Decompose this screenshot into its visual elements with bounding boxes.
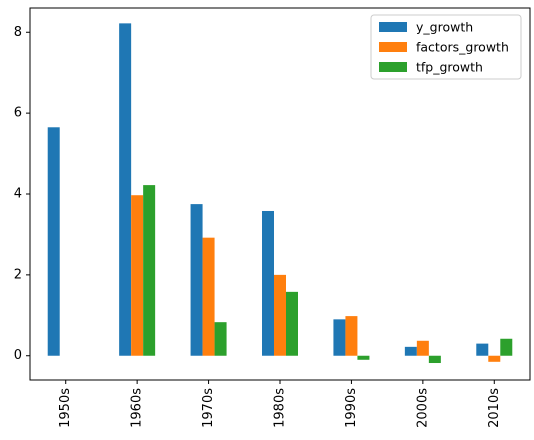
- bar-factors_growth-1960s: [131, 195, 144, 356]
- bar-tfp_growth-2000s: [428, 355, 441, 364]
- y-tick-label: 0: [14, 348, 22, 363]
- bar-factors_growth-2010s: [488, 355, 501, 362]
- legend-swatch-y_growth: [379, 22, 407, 32]
- y-tick-label: 2: [14, 267, 22, 282]
- x-tick-label: 1960s: [130, 388, 145, 428]
- y-tick-label: 8: [14, 25, 22, 40]
- bar-tfp_growth-1960s: [143, 185, 156, 356]
- y-tick-label: 6: [14, 106, 22, 121]
- x-tick-label: 2010s: [487, 388, 502, 428]
- bar-tfp_growth-1970s: [214, 322, 227, 356]
- bar-tfp_growth-1990s: [357, 355, 370, 360]
- x-tick-label: 2000s: [415, 388, 430, 428]
- legend-box: [370, 14, 522, 80]
- legend-swatch-factors_growth: [379, 42, 407, 52]
- bar-y_growth-2000s: [404, 346, 417, 356]
- bar-y_growth-1960s: [119, 23, 132, 356]
- bar-factors_growth-1970s: [202, 237, 215, 356]
- legend-label-factors_growth: factors_growth: [416, 40, 509, 55]
- bar-factors_growth-2000s: [416, 340, 429, 356]
- x-axis: 1950s 1960s 1970s 1980s 1990s 2000s 2010s: [58, 380, 502, 428]
- bar-factors_growth-1980s: [274, 274, 286, 356]
- legend-label-y_growth: y_growth: [416, 20, 473, 35]
- x-tick-label: 1950s: [58, 388, 73, 428]
- bar-y_growth-1990s: [333, 319, 346, 356]
- y-axis: 0 2 4 6 8: [14, 25, 30, 363]
- bars-layer: [47, 23, 513, 364]
- legend: y_growth factors_growth tfp_growth: [370, 14, 522, 80]
- plot-frame: [29, 7, 531, 381]
- x-tick-label: 1990s: [344, 388, 359, 428]
- bar-y_growth-1970s: [190, 204, 203, 356]
- bar-y_growth-2010s: [476, 343, 489, 356]
- bar-y_growth-1950s: [47, 127, 60, 356]
- bar-tfp_growth-2010s: [500, 338, 513, 356]
- x-tick-label: 1970s: [201, 388, 216, 428]
- legend-label-tfp_growth: tfp_growth: [416, 60, 483, 75]
- legend-swatch-tfp_growth: [379, 62, 407, 72]
- bar-tfp_growth-1980s: [286, 291, 298, 356]
- bar-y_growth-1980s: [262, 210, 274, 356]
- y-tick-label: 4: [14, 187, 22, 202]
- x-tick-label: 1980s: [273, 388, 288, 428]
- bar-factors_growth-1990s: [345, 316, 358, 356]
